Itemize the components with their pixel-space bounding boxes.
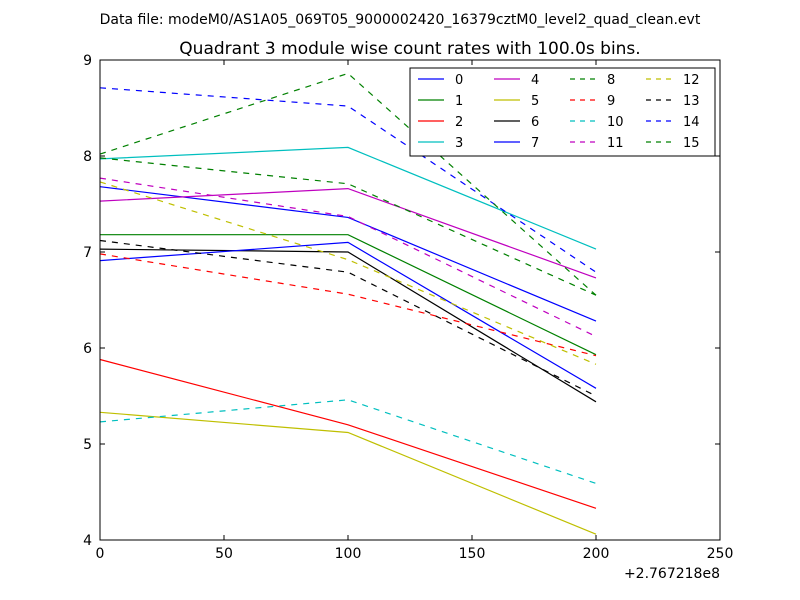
series-line-2 <box>99 358 597 509</box>
chart-title: Quadrant 3 module wise count rates with … <box>179 39 640 59</box>
series-line-7 <box>99 241 597 389</box>
x-offset-label: +2.767218e8 <box>624 566 720 582</box>
series-line-4 <box>99 187 597 279</box>
legend-label: 13 <box>683 94 700 109</box>
legend-entry-2: 2 <box>418 115 463 130</box>
y-tick-label: 6 <box>83 341 92 357</box>
x-tick-label: 250 <box>707 546 734 562</box>
series-line-3 <box>99 146 597 250</box>
series-line-5 <box>99 411 597 535</box>
legend-entry-9: 9 <box>570 94 615 109</box>
x-tick-label: 200 <box>583 546 610 562</box>
x-tick-label: 150 <box>459 546 486 562</box>
series-line-1 <box>100 234 597 356</box>
y-tick-label: 8 <box>83 149 92 165</box>
y-tick-label: 5 <box>83 437 92 453</box>
legend-label: 4 <box>531 73 539 88</box>
series-line-12 <box>99 181 597 365</box>
legend-entry-1: 1 <box>418 94 463 109</box>
series-line-8 <box>99 157 597 296</box>
series-line-10 <box>99 399 597 484</box>
legend-entry-8: 8 <box>570 73 615 88</box>
series-line-13 <box>99 239 597 397</box>
legend-entry-11: 11 <box>570 136 624 151</box>
legend-label: 3 <box>455 136 463 151</box>
legend-label: 9 <box>607 94 615 109</box>
x-tick-label: 50 <box>215 546 233 562</box>
legend-label: 14 <box>683 115 700 130</box>
legend-label: 10 <box>607 115 624 130</box>
legend-entry-15: 15 <box>646 136 700 151</box>
legend-label: 11 <box>607 136 624 151</box>
legend-entry-14: 14 <box>646 115 700 130</box>
legend-label: 5 <box>531 94 539 109</box>
legend-entry-4: 4 <box>494 73 539 88</box>
legend-label: 6 <box>531 115 539 130</box>
y-tick-label: 7 <box>83 245 92 261</box>
series-line-14 <box>99 87 597 273</box>
legend-label: 7 <box>531 136 539 151</box>
series-line-6 <box>99 248 597 403</box>
series-line-15 <box>99 72 597 296</box>
legend-box <box>409 67 716 157</box>
legend-label: 2 <box>455 115 463 130</box>
legend-entry-13: 13 <box>646 94 700 109</box>
legend-label: 12 <box>683 73 700 88</box>
legend-entry-7: 7 <box>494 136 539 151</box>
legend-entry-3: 3 <box>418 136 463 151</box>
legend-label: 1 <box>455 94 463 109</box>
legend-label: 0 <box>455 73 463 88</box>
legend-entry-5: 5 <box>494 94 539 109</box>
series-line-9 <box>99 253 597 357</box>
legend-entry-12: 12 <box>646 73 700 88</box>
legend-label: 8 <box>607 73 615 88</box>
x-tick-label: 0 <box>96 546 105 562</box>
legend-label: 15 <box>683 136 700 151</box>
suptitle: Data file: modeM0/AS1A05_069T05_90000024… <box>100 12 701 28</box>
y-tick-label: 9 <box>83 53 92 69</box>
legend-entry-0: 0 <box>418 73 463 88</box>
series-line-11 <box>99 177 597 338</box>
legend-entry-10: 10 <box>570 115 624 130</box>
y-tick-label: 4 <box>83 533 92 549</box>
x-tick-label: 100 <box>335 546 362 562</box>
legend-entry-6: 6 <box>494 115 539 130</box>
axes-frame <box>99 59 721 541</box>
